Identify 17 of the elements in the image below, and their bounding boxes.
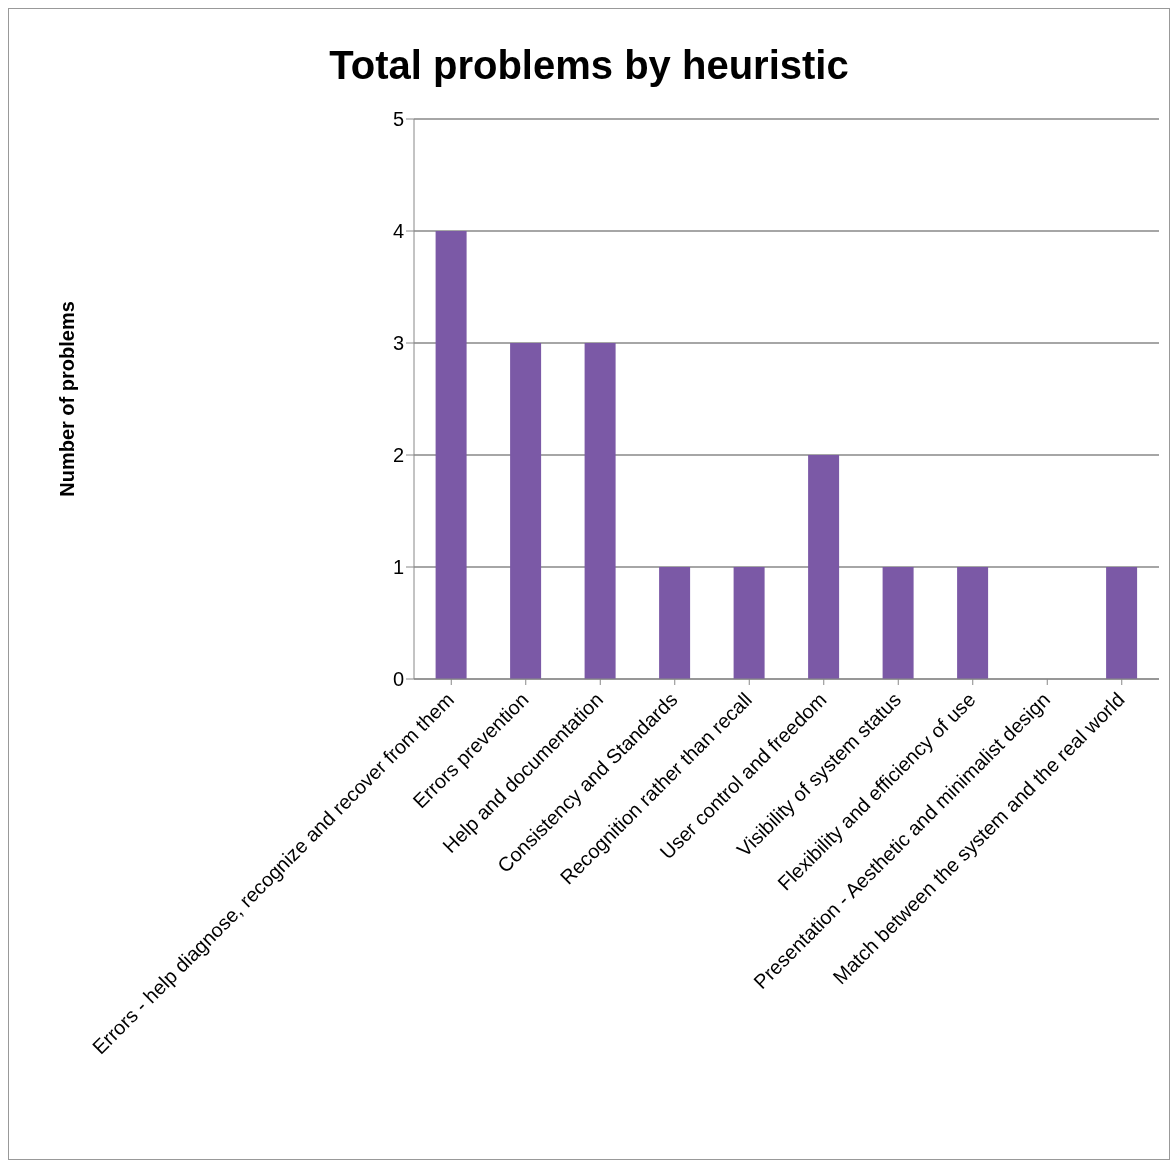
- bar: [584, 343, 616, 679]
- y-tick-label: 0: [392, 668, 404, 691]
- y-tick-label: 4: [392, 220, 404, 243]
- bar: [733, 567, 765, 679]
- bar: [435, 231, 467, 679]
- y-tick-label: 5: [392, 108, 404, 131]
- y-tick-label: 3: [392, 332, 404, 355]
- bar: [957, 567, 989, 679]
- bar: [659, 567, 691, 679]
- y-tick-label: 2: [392, 444, 404, 467]
- y-tick-label: 1: [392, 556, 404, 579]
- bar: [1106, 567, 1138, 679]
- bar: [510, 343, 542, 679]
- bar: [882, 567, 914, 679]
- chart-title: Total problems by heuristic: [328, 43, 850, 88]
- y-axis-title: Number of problems: [56, 301, 78, 497]
- bar: [808, 455, 840, 679]
